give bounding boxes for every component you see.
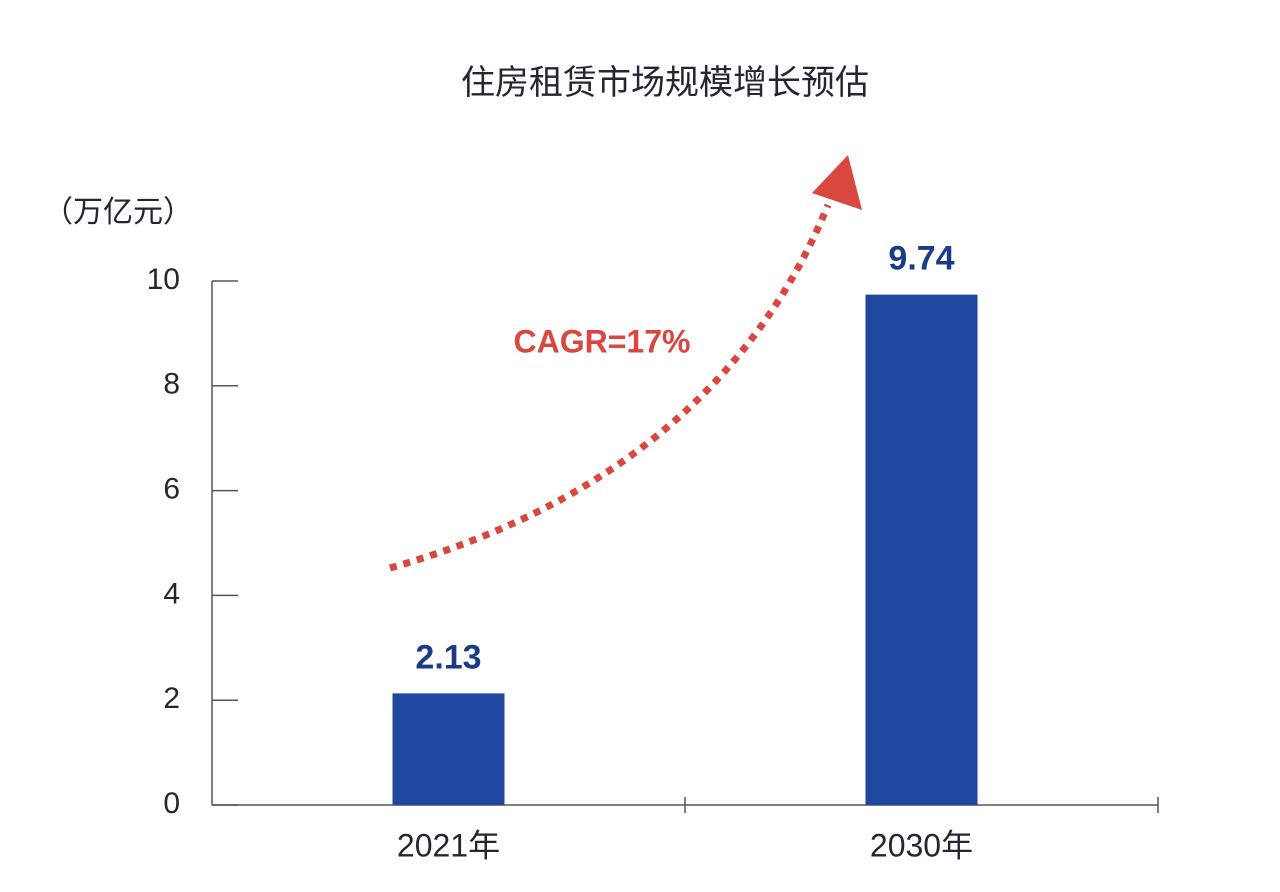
value-label: 9.74	[888, 240, 954, 278]
growth-arrow	[389, 203, 832, 572]
value-label: 2.13	[415, 638, 481, 676]
x-tick-label: 2030年	[870, 827, 973, 863]
x-tick-label: 2021年	[397, 827, 500, 863]
bar	[865, 294, 978, 805]
y-tick-label: 0	[163, 787, 180, 820]
y-tick-label: 10	[147, 263, 180, 296]
arrow-head	[812, 155, 862, 210]
y-tick-label: 4	[163, 577, 180, 610]
y-tick-label: 2	[163, 682, 180, 715]
bar	[392, 693, 505, 805]
y-axis-unit: （万亿元）	[43, 196, 193, 229]
y-tick-label: 6	[163, 473, 180, 506]
chart-title: 住房租赁市场规模增长预估	[461, 64, 869, 102]
y-tick-label: 8	[163, 368, 180, 401]
annotation: CAGR=17%	[514, 323, 691, 359]
